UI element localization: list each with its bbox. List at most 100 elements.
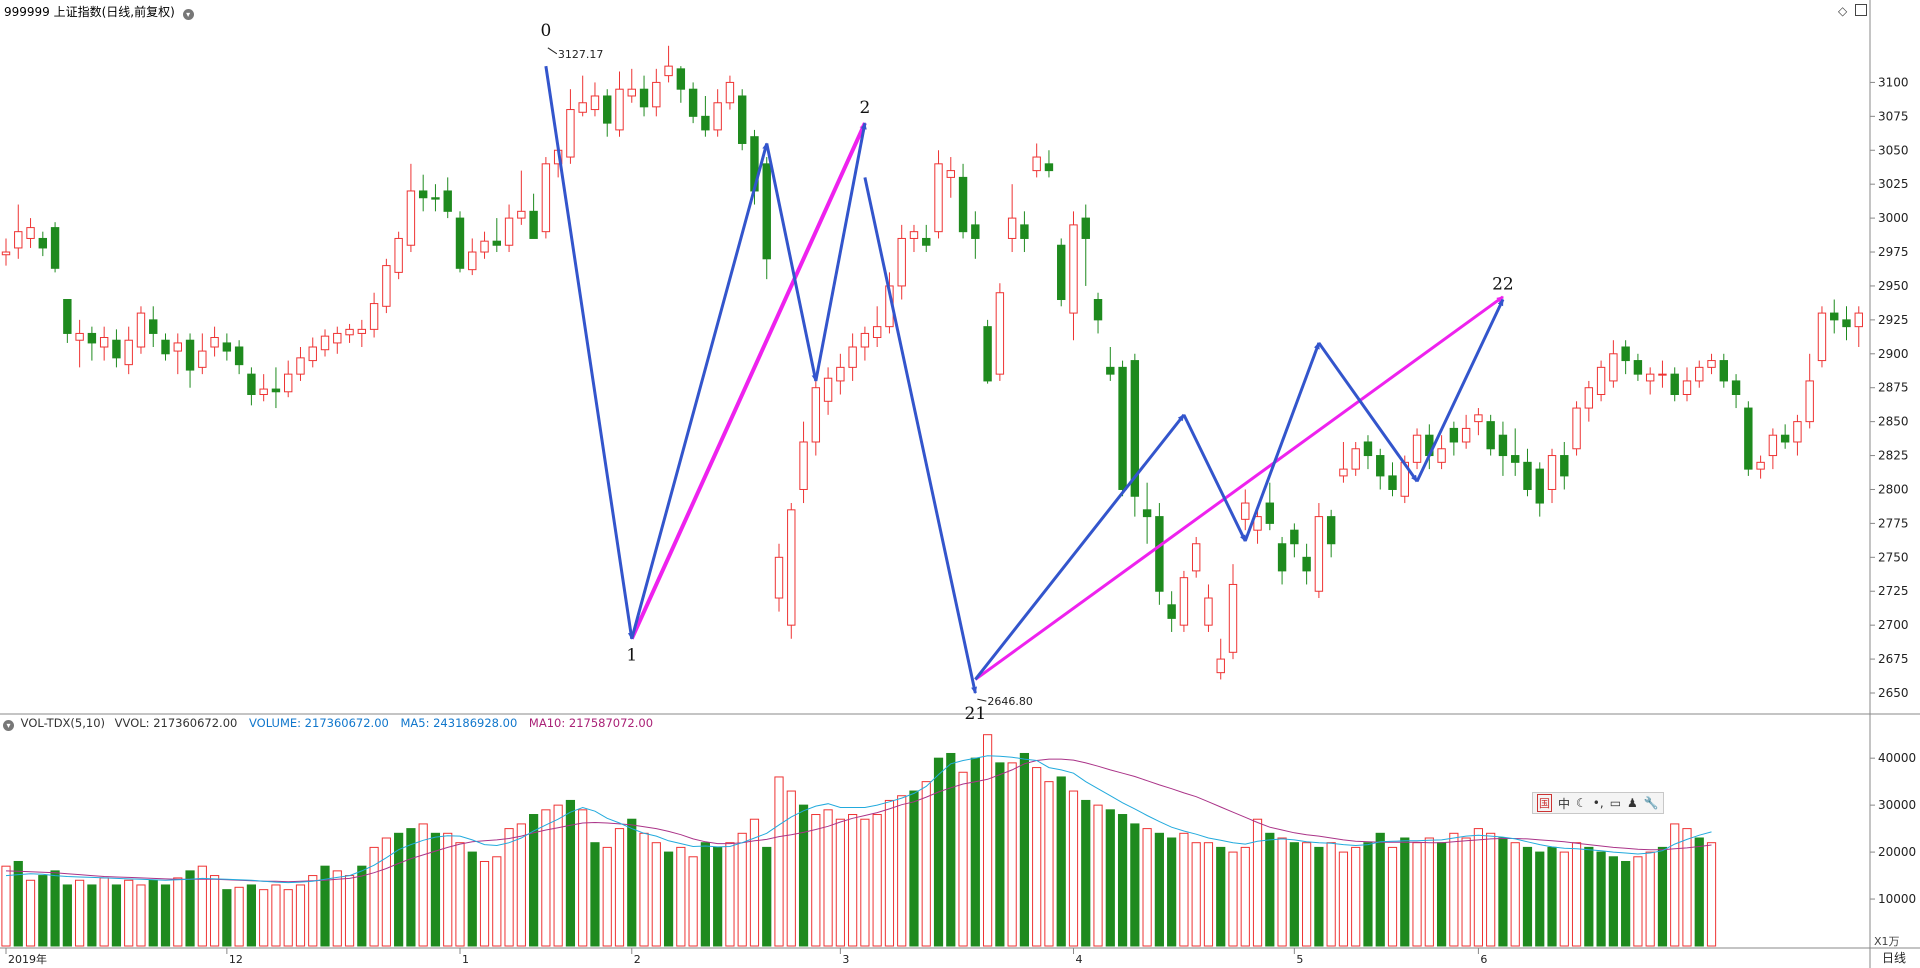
volume-bar (958, 771, 968, 947)
candle (1351, 441, 1360, 476)
candle-body (431, 197, 440, 200)
candle-body (1155, 516, 1164, 592)
wave-label: 0 (540, 21, 551, 41)
candle-body (1535, 468, 1544, 504)
candle (1142, 482, 1152, 544)
candle-body (1216, 658, 1225, 674)
collapse-panel-icon[interactable] (1855, 4, 1868, 16)
candle-body (161, 339, 170, 355)
volume-bar (970, 757, 980, 947)
candle-body (1707, 360, 1716, 368)
volume-bar (1547, 846, 1557, 947)
volume-bar (1510, 842, 1520, 947)
candle (603, 89, 612, 137)
volume-bar (1400, 837, 1410, 947)
volume-bar (1375, 832, 1385, 947)
volume-bar (504, 828, 514, 947)
moon-icon[interactable]: ☾ (1576, 796, 1587, 810)
candle-body (1191, 543, 1201, 572)
candle-body (1106, 366, 1115, 375)
title-menu-icon[interactable]: ▾ (182, 9, 194, 20)
volume-bar (909, 790, 919, 947)
candle (1376, 448, 1385, 490)
volume-bar (99, 877, 109, 947)
candle (198, 333, 207, 375)
volume-bar (786, 790, 796, 947)
volume-bar (946, 752, 956, 947)
candle (468, 238, 477, 276)
volume-bar (1498, 837, 1508, 947)
volume-bar (173, 877, 183, 947)
volume-bar (1706, 842, 1717, 947)
volume-bar (1657, 846, 1668, 947)
user-icon[interactable]: ♟ (1627, 796, 1638, 810)
candle (382, 258, 391, 314)
volume-bar (700, 842, 710, 947)
volume-bar (271, 884, 281, 947)
volume-bar (1265, 832, 1275, 947)
volume-bar (381, 837, 391, 947)
candle (1817, 306, 1827, 368)
volume-bar (148, 879, 158, 947)
candle-body (1412, 434, 1422, 463)
punctuation-icon[interactable]: •, (1592, 796, 1604, 810)
ma5-line (5, 755, 1712, 884)
candle-body (1854, 312, 1863, 328)
price-tick-label: 3075 (1878, 109, 1909, 123)
price-tick-label: 3100 (1878, 75, 1909, 89)
candle-body (185, 339, 195, 371)
volume-bar (774, 776, 784, 947)
volume-bar (443, 832, 453, 947)
candle-body (1130, 360, 1140, 497)
candle (161, 333, 170, 361)
magenta-wave-arrow (629, 122, 867, 640)
volume-bar (1436, 842, 1447, 947)
candle (664, 45, 673, 83)
candle-body (1830, 312, 1839, 321)
volume-bar (160, 884, 171, 947)
candle-body (1265, 502, 1275, 524)
candle (284, 360, 293, 398)
wrench-icon[interactable]: 🔧 (1643, 796, 1659, 810)
volume-bar (1326, 842, 1336, 947)
diamond-icon[interactable]: ◇ (1838, 4, 1848, 18)
volume-bar (872, 814, 882, 947)
keyboard-icon[interactable]: ▭ (1609, 796, 1622, 810)
toolbar-zhong-button[interactable]: 中 (1558, 796, 1571, 811)
candle (517, 170, 526, 225)
candle (1069, 211, 1078, 341)
candle-body (1363, 441, 1373, 457)
candle-body (1768, 434, 1778, 457)
candle-body (590, 95, 600, 111)
candle-body (296, 357, 305, 375)
candle-body (210, 337, 219, 348)
candle-body (369, 303, 379, 330)
candle (1645, 367, 1655, 395)
candle (504, 204, 514, 253)
price-tick-label: 2750 (1878, 550, 1909, 564)
candle-body (848, 346, 857, 368)
period-label[interactable]: 日线 (1882, 951, 1907, 965)
min-price-pointer (977, 698, 987, 702)
volume-bar (259, 889, 269, 947)
candle-body (1695, 366, 1704, 382)
candle-body (676, 68, 686, 90)
candle-body (136, 312, 146, 348)
candle (1093, 292, 1103, 334)
candle-body (320, 335, 330, 351)
candle-body (1523, 461, 1532, 490)
candle-body (234, 346, 244, 366)
ma10-line (5, 758, 1712, 883)
toolbar-guo-button[interactable]: 国 (1537, 794, 1552, 812)
volume-menu-icon[interactable]: ▾ (3, 720, 14, 731)
candle (173, 333, 182, 375)
volume-bar (1191, 842, 1201, 947)
candle (566, 89, 575, 164)
candle-body (50, 227, 60, 269)
candle-body (1314, 516, 1324, 592)
candle-body (688, 88, 698, 117)
candle (615, 71, 624, 137)
candle-body (468, 251, 477, 271)
price-tick-label: 2650 (1878, 686, 1909, 700)
volume-bar (1486, 832, 1496, 947)
